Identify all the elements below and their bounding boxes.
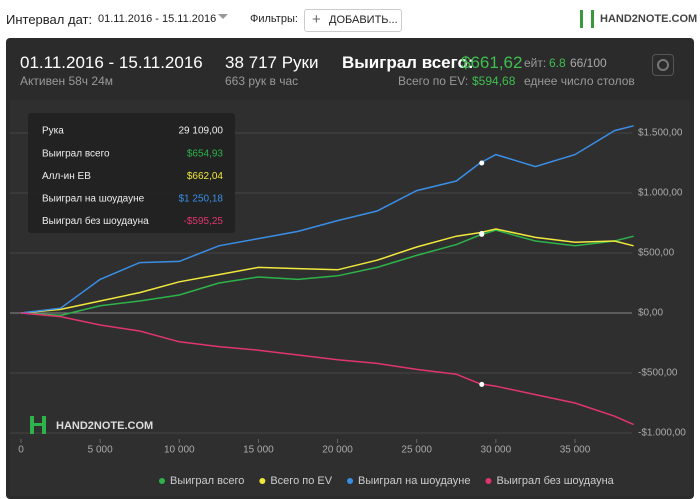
period: 01.11.2016 - 15.11.2016 [20,53,203,72]
rate-label: ейт: [524,56,547,70]
tooltip-value: -$595,25 [184,216,224,227]
watermark-group: HAND2NOTE.COM [30,416,153,434]
x-tick-label: 15 000 [243,445,274,456]
hands-per-hour: 663 рук в час [225,74,299,88]
tooltip-label: Выиграл на шоудауне [42,194,145,205]
won-label: Выиграл всего: [342,53,474,72]
hover-dot [479,160,485,166]
logo: HAND2NOTE.COM [600,13,698,25]
dropdown-caret [218,14,228,19]
y-tick-label: $1.000,00 [638,188,683,199]
x-tick-label: 0 [18,445,24,456]
series-line [20,229,634,317]
watermark-icon [30,423,46,426]
tooltip-label: Алл-ин EB [42,171,91,182]
x-tick-label: 25 000 [401,445,432,456]
hands: 38 717 Руки [225,53,319,72]
legend-marker [485,478,492,484]
ev-label: Всего по EV: [398,74,469,88]
x-tick-label: 35 000 [560,445,591,456]
date-label: Интервал дат: [6,12,93,27]
tooltip-value: 29 109,00 [179,126,224,137]
legend-label: Всего по EV [270,475,332,487]
series-line [20,228,634,314]
tooltip-value: $1 250,18 [179,194,224,205]
plus-icon: + [312,11,321,28]
legend-label: Выиграл на шоудауне [358,475,470,487]
logo-icon [580,10,594,28]
y-tick-label: -$1.000,00 [638,428,686,439]
tooltip-label: Рука [42,126,64,137]
x-tick-label: 20 000 [322,445,353,456]
tooltip-box [28,113,235,233]
legend-label: Выиграл всего [170,475,244,487]
tables-label: еднее число столов [524,74,635,88]
y-tick-label: $1.500,00 [638,128,683,139]
legend-marker [347,478,354,484]
tooltip-value: $654,93 [187,149,224,160]
legend-marker [259,478,266,484]
y-tick-label: $500,00 [638,248,675,259]
y-tick-label: $0,00 [638,308,663,319]
tooltip-value: $662,04 [187,171,224,182]
watermark: HAND2NOTE.COM [56,420,153,432]
legend-label: Выиграл без шоудауна [496,475,614,487]
filters-label: Фильтры: [250,13,298,25]
date-picker[interactable]: 01.11.2016 - 15.11.2016 [98,13,217,25]
x-tick-label: 5 000 [88,445,113,456]
rate-value: 6.8 [549,56,566,70]
hover-dot [479,231,485,237]
add-button-box[interactable] [304,9,402,32]
tooltip-label: Выиграл всего [42,149,110,160]
series-line [20,125,634,314]
tooltip-label: Выиграл без шоудауна [42,215,149,227]
ev-value: $594,68 [472,74,516,88]
x-tick-label: 10 000 [164,445,195,456]
hover-dot [479,381,485,387]
gear-icon [657,59,669,71]
y-tick-label: -$500,00 [638,368,678,379]
won-value: $661,62 [461,53,523,72]
rate-extra: 66/100 [570,56,607,70]
legend-marker [159,478,165,484]
add-button[interactable]: ДОБАВИТЬ... [329,14,398,26]
active-time: Активен 58ч 24м [20,74,113,88]
settings-button[interactable] [652,54,674,76]
series-line [20,312,634,426]
x-tick-label: 30 000 [481,445,512,456]
